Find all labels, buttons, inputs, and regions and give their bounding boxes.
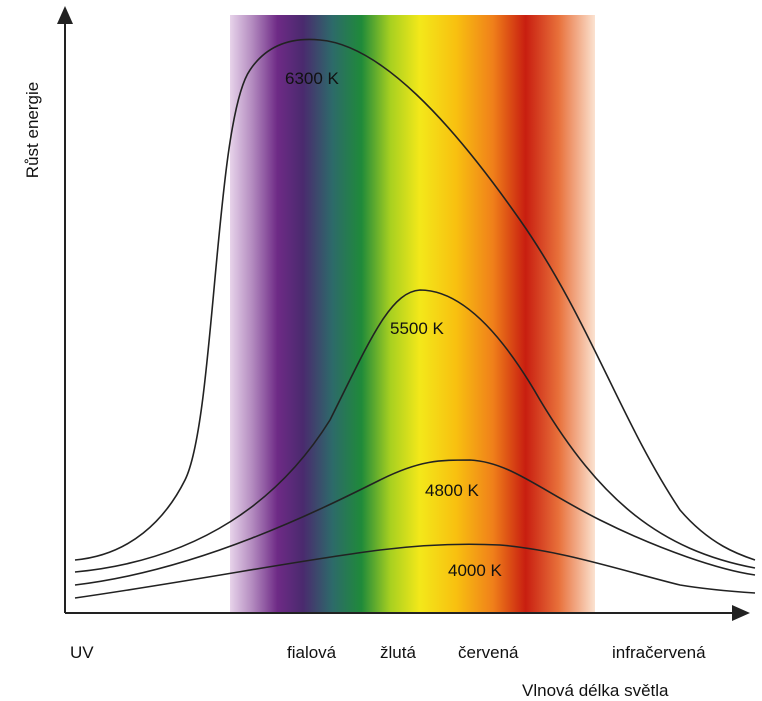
curve	[74, 543, 756, 599]
curve-label: 6300 K	[285, 69, 340, 88]
region-label: červená	[458, 643, 519, 662]
spectrum-band	[230, 15, 595, 613]
curve-label: 4800 K	[425, 481, 480, 500]
x-axis-label: Vlnová délka světla	[522, 681, 669, 700]
curve-label: 4000 K	[448, 561, 503, 580]
region-label: infračervená	[612, 643, 706, 662]
y-axis-label: Růst energie	[23, 82, 42, 178]
curve-label: 5500 K	[390, 319, 445, 338]
region-label: fialová	[287, 643, 337, 662]
region-label: žlutá	[380, 643, 416, 662]
curve	[74, 459, 756, 586]
curve	[74, 38, 756, 561]
curve	[74, 289, 756, 573]
region-label: UV	[70, 643, 94, 662]
